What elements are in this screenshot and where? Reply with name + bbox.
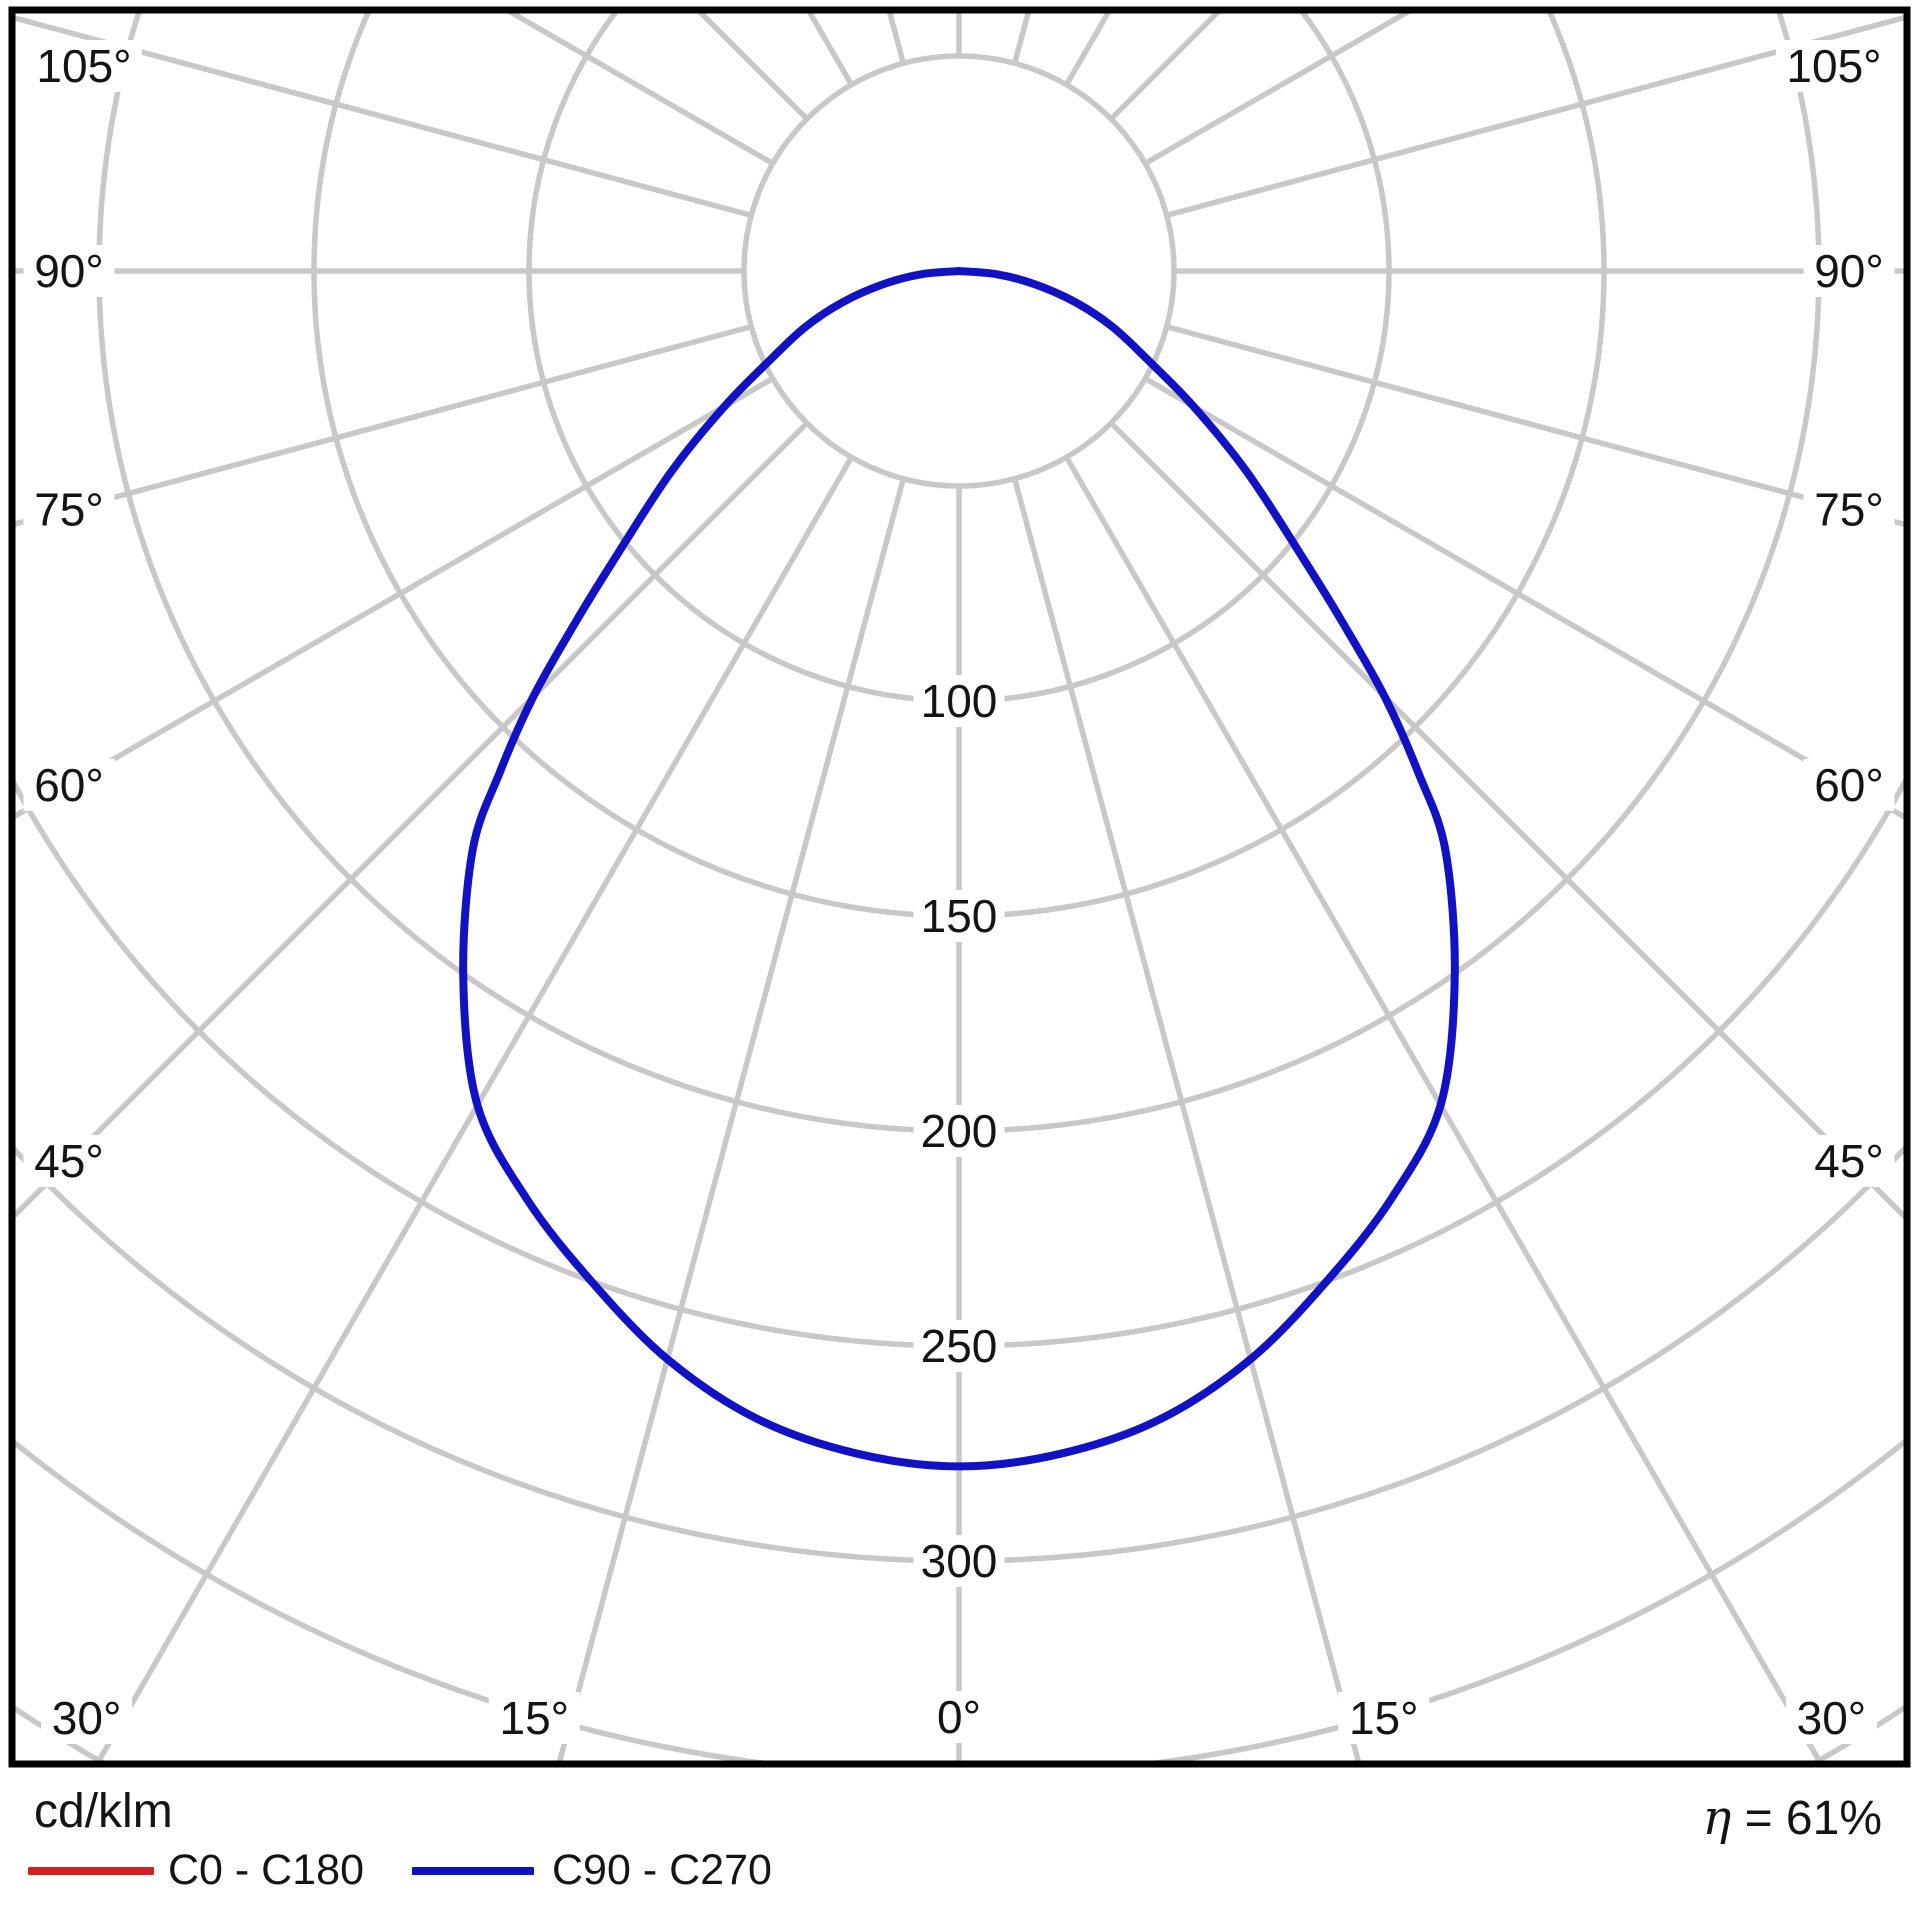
angle-tick-0-bg [926, 1691, 992, 1743]
angle-tick-15-right: 15° [1349, 1692, 1419, 1744]
grid-radial-60 [1143, 376, 1905, 821]
angle-tick-30-right: 30° [1797, 1692, 1867, 1744]
radius-tick-150: 150 [921, 890, 998, 942]
angle-tick-75-left-bg [23, 483, 115, 536]
angle-tick-75-left: 75° [34, 483, 104, 535]
angle-tick-15-left: 15° [499, 1692, 569, 1744]
grid-radial-105 [1165, 14, 1905, 219]
angle-tick-90-right: 90° [1814, 245, 1884, 297]
angle-tick-105-right: 105° [1786, 40, 1881, 92]
angle-tick-30-right-bg [1785, 1692, 1877, 1744]
angle-tick-45-left: 45° [34, 1135, 104, 1187]
eta-symbol: η [1702, 1790, 1732, 1846]
legend: C0 - C180 C90 - C270 [0, 1846, 1920, 1906]
angle-tick-60-left: 60° [34, 759, 104, 811]
angle-tick-45-right: 45° [1814, 1135, 1884, 1187]
grid-radial-75 [1165, 323, 1905, 528]
angle-tick-75-right-bg [1803, 483, 1895, 536]
grid-radial-330 [94, 455, 854, 1762]
radius-tick-100-bg [913, 675, 1005, 727]
angle-tick-60-left-bg [23, 758, 115, 811]
grid-radial-315 [14, 421, 809, 1220]
legend-label-c90-c270: C90 - C270 [552, 1846, 772, 1894]
efficiency-value: η = 61% [1702, 1790, 1882, 1846]
angle-tick-105-left: 105° [36, 40, 131, 92]
angle-tick-60-right: 60° [1814, 759, 1884, 811]
grid-radial-30 [1064, 455, 1824, 1762]
plot-frame [8, 6, 1911, 1768]
angle-tick-30-left: 30° [52, 1692, 122, 1744]
radius-tick-250-bg [913, 1320, 1005, 1372]
radius-tick-300-bg [913, 1535, 1005, 1587]
angle-tick-15-right-bg [1338, 1692, 1430, 1744]
angle-tick-60-right-bg [1803, 758, 1895, 811]
unit-label: cd/klm [34, 1785, 173, 1838]
angle-tick-90-left-bg [23, 245, 115, 297]
angle-tick-45-left-bg [23, 1135, 115, 1187]
grid-radial-285 [14, 323, 753, 528]
angle-tick-45-right-bg [1803, 1135, 1895, 1187]
radius-tick-200-bg [913, 1105, 1005, 1157]
angle-tick-90-right-bg [1803, 245, 1895, 297]
angle-tick-75-right: 75° [1814, 483, 1884, 535]
radius-tick-250: 250 [921, 1320, 998, 1372]
radius-tick-150-bg [913, 890, 1005, 942]
grid-radial-300 [14, 376, 775, 820]
angle-tick-105-right-bg [1776, 40, 1892, 92]
angle-tick-30-left-bg [41, 1692, 133, 1744]
grid-radial-15 [1011, 477, 1362, 1762]
angle-tick-105-left-bg [26, 40, 142, 92]
radius-tick-300: 300 [921, 1535, 998, 1587]
angle-tick-15-left-bg [488, 1692, 580, 1744]
radius-tick-100: 100 [921, 675, 998, 727]
angle-tick-90-left: 90° [34, 245, 104, 297]
legend-swatch-c90-c270 [412, 1867, 534, 1875]
radius-tick-200: 200 [921, 1105, 998, 1157]
grid-radial-45 [1109, 421, 1905, 1221]
legend-swatch-c0-c180 [28, 1867, 154, 1875]
legend-label-c0-c180: C0 - C180 [168, 1846, 364, 1894]
grid-radial-255 [14, 14, 753, 219]
grid-radial-345 [556, 477, 907, 1762]
series-curve-c90-c270 [459, 267, 1459, 1471]
angle-tick-0: 0° [937, 1691, 981, 1743]
